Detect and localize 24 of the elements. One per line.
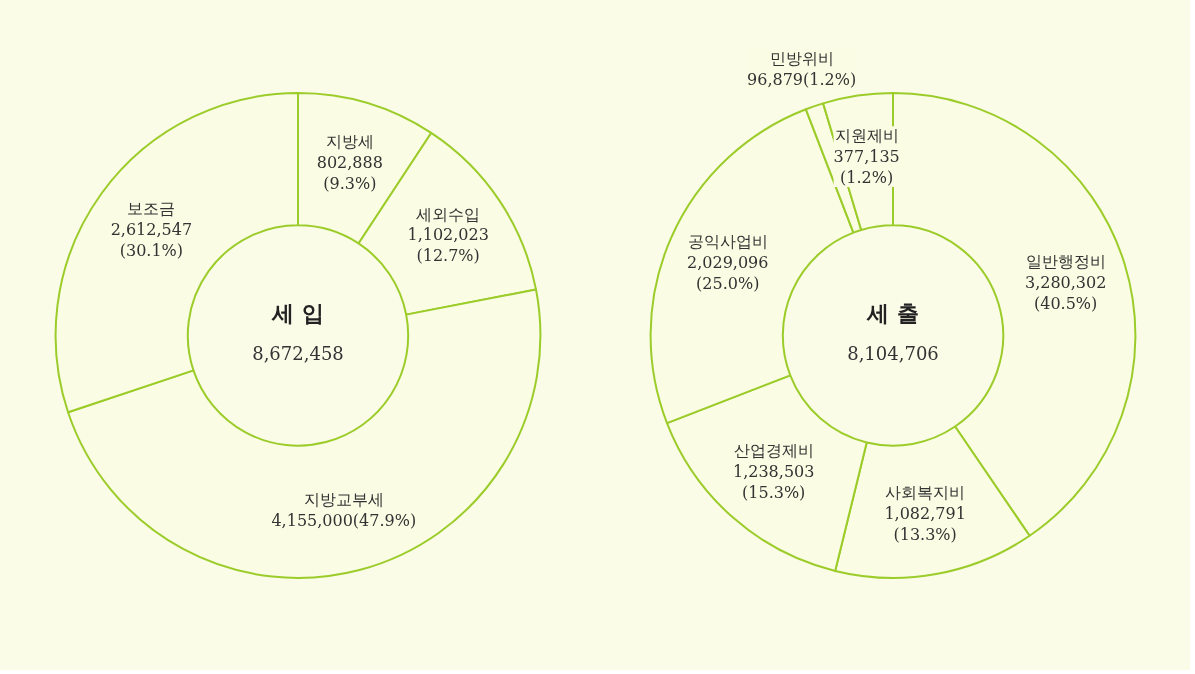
slice-label: 민방위비 xyxy=(769,48,834,68)
data-label: 3,280,302 (40.5%) xyxy=(1024,272,1107,313)
text: 8,672,458 xyxy=(252,343,344,365)
slice-label: 산업경제비 xyxy=(733,440,814,460)
data-label: 377,135 (1.2%) xyxy=(833,147,900,188)
slice-label: 세외수입 xyxy=(416,204,481,224)
slice-label: 공익사업비 xyxy=(687,231,768,251)
slice-label: 보조금 xyxy=(127,199,176,219)
data-label: 1,238,503 (15.3%) xyxy=(733,461,815,502)
data-label: 4,155,000(47.9%) xyxy=(271,511,417,531)
data-label: 1,082,791 (13.3%) xyxy=(884,503,966,544)
slice-label: 지방세 xyxy=(325,131,374,151)
data-label: 2,029,096 (25.0%) xyxy=(687,252,769,293)
data-label: 96,879(1.2%) xyxy=(747,69,857,89)
slice-label: 지원제비 xyxy=(834,126,899,146)
data-label: 2,612,547 (30.1%) xyxy=(110,220,193,261)
text: 세 입 xyxy=(271,300,324,327)
slice-label: 지방교부세 xyxy=(303,490,384,510)
data-label: 1,102,023 (12.7%) xyxy=(407,225,489,266)
text: 8,104,706 xyxy=(847,343,939,365)
text: 세 출 xyxy=(866,300,919,327)
slice-label: 사회복지비 xyxy=(885,482,966,502)
slice-label: 일반행정비 xyxy=(1025,251,1106,271)
data-label: 802,888 (9.3%) xyxy=(316,152,383,193)
